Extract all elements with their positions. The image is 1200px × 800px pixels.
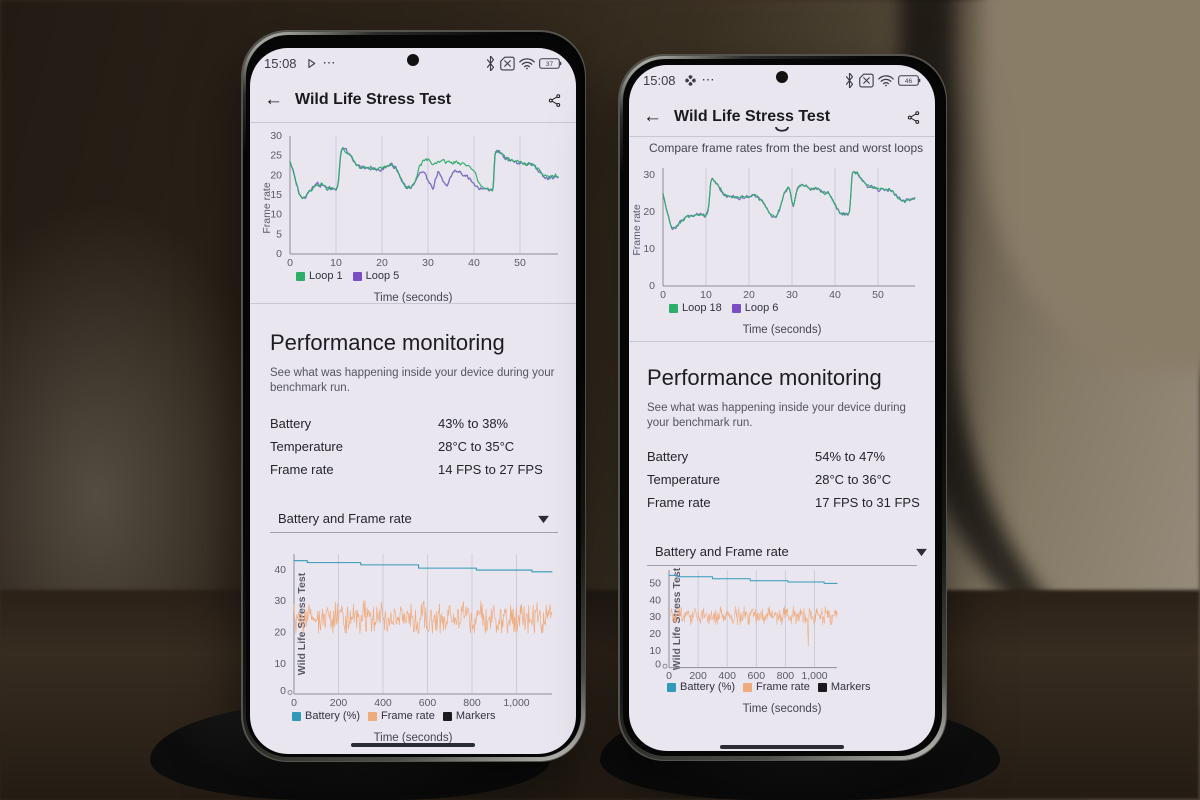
svg-text:600: 600 [419,697,437,709]
svg-text:30: 30 [422,257,434,269]
svg-text:10: 10 [274,658,286,670]
svg-text:10: 10 [700,289,712,301]
svg-text:0: 0 [655,659,661,671]
svg-text:0: 0 [276,248,282,260]
svg-text:40: 40 [274,564,286,576]
svg-text:25: 25 [270,150,282,162]
svg-text:10: 10 [643,243,655,255]
svg-text:46: 46 [905,78,913,85]
svg-text:40: 40 [649,594,661,606]
svg-text:15: 15 [270,189,282,201]
svg-text:800: 800 [463,697,481,709]
svg-text:0: 0 [649,280,655,292]
svg-text:50: 50 [872,289,884,301]
svg-text:10: 10 [270,209,282,221]
svg-text:20: 20 [743,289,755,301]
svg-text:20: 20 [376,257,388,269]
svg-text:30: 30 [643,169,655,181]
svg-text:Frame rate: Frame rate [631,204,643,256]
svg-text:10: 10 [330,257,342,269]
svg-text:30: 30 [270,130,282,142]
svg-text:40: 40 [468,257,480,269]
svg-text:0: 0 [660,289,666,301]
svg-text:30: 30 [649,611,661,623]
svg-text:20: 20 [274,627,286,639]
svg-text:40: 40 [829,289,841,301]
svg-text:5: 5 [276,228,282,240]
svg-text:200: 200 [330,697,348,709]
svg-text:20: 20 [270,169,282,181]
svg-text:0: 0 [287,257,293,269]
svg-text:50: 50 [514,257,526,269]
svg-text:20: 20 [643,206,655,218]
svg-text:0: 0 [280,685,286,697]
svg-text:30: 30 [786,289,798,301]
svg-text:10: 10 [649,645,661,657]
svg-text:30: 30 [274,595,286,607]
svg-text:50: 50 [649,578,661,590]
svg-text:20: 20 [649,628,661,640]
svg-text:400: 400 [374,697,392,709]
svg-text:37: 37 [546,61,554,68]
svg-text:0: 0 [291,697,297,709]
svg-text:1,000: 1,000 [503,697,529,709]
